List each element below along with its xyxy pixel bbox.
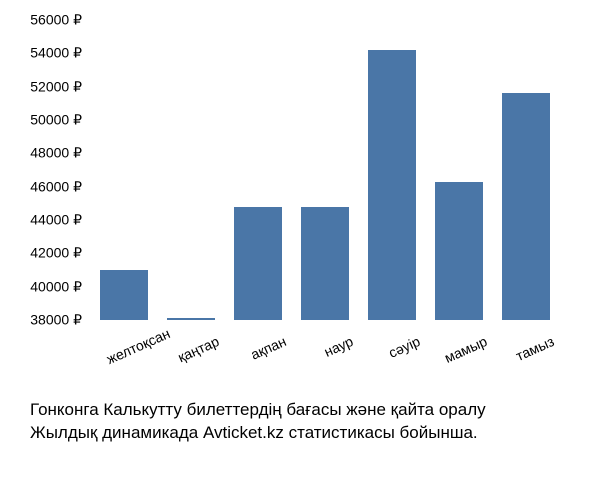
- y-tick-label: 48000 ₽: [30, 145, 82, 162]
- x-tick-label: тамыз: [507, 333, 571, 398]
- caption: Гонконга Калькутту билеттердің бағасы жә…: [30, 399, 580, 445]
- y-tick-label: 38000 ₽: [30, 312, 82, 329]
- y-axis: 38000 ₽40000 ₽42000 ₽44000 ₽46000 ₽48000…: [15, 15, 90, 325]
- x-tick-label: желтоқсан: [104, 333, 168, 398]
- y-tick-label: 46000 ₽: [30, 178, 82, 195]
- x-tick-label: наур: [305, 333, 369, 398]
- caption-line-2: Жылдық динамикада Avticket.kz статистика…: [30, 422, 580, 445]
- y-tick-label: 52000 ₽: [30, 78, 82, 95]
- bar: [502, 93, 550, 320]
- x-tick-label: мамыр: [439, 333, 503, 398]
- bar: [435, 182, 483, 320]
- y-tick-label: 56000 ₽: [30, 12, 82, 29]
- x-tick-label: ақпан: [238, 333, 302, 398]
- y-tick-label: 42000 ₽: [30, 245, 82, 262]
- bar: [167, 318, 215, 320]
- y-tick-label: 44000 ₽: [30, 212, 82, 229]
- y-tick-label: 40000 ₽: [30, 278, 82, 295]
- y-tick-label: 54000 ₽: [30, 45, 82, 62]
- chart-container: 38000 ₽ 40000 ₽ 42000 ₽ 44000 ₽ 46000 ₽ 48000…: [15, 15, 585, 375]
- bar: [301, 207, 349, 320]
- bar: [368, 50, 416, 320]
- x-tick-label: қаңтар: [171, 333, 235, 398]
- caption-line-1: Гонконга Калькутту билеттердің бағасы жә…: [30, 399, 580, 422]
- plot-area: [90, 20, 560, 320]
- bars-group: [90, 20, 560, 320]
- bar: [100, 270, 148, 320]
- x-axis: желтоқсанқаңтарақпаннаурсәуірмамыртамыз: [90, 323, 560, 373]
- bar: [234, 207, 282, 320]
- y-tick-label: 50000 ₽: [30, 112, 82, 129]
- x-tick-label: сәуір: [372, 333, 436, 398]
